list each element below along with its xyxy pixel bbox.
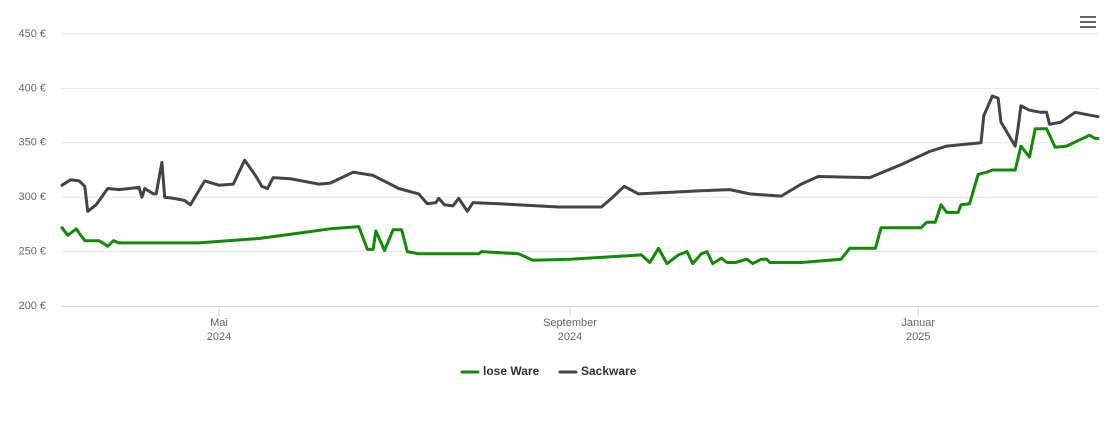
menu-button[interactable] (1080, 16, 1096, 28)
x-tick-label: September (543, 317, 597, 329)
menu-bar (1080, 21, 1096, 23)
x-tick-label: Januar (901, 317, 935, 329)
legend-item[interactable]: Sackware (558, 364, 637, 378)
x-tick-label: Mai (210, 317, 228, 329)
y-tick-label: 300 € (18, 191, 46, 203)
y-tick-label: 250 € (18, 246, 46, 258)
y-tick-label: 400 € (18, 82, 46, 94)
y-tick-label: 350 € (18, 137, 46, 149)
menu-bar (1080, 26, 1096, 28)
x-tick-sublabel: 2024 (207, 331, 231, 343)
menu-bar (1080, 16, 1096, 18)
y-tick-label: 200 € (18, 300, 46, 312)
legend-item[interactable]: lose Ware (460, 364, 540, 378)
legend-label: lose Ware (483, 364, 540, 378)
x-tick-sublabel: 2024 (558, 331, 582, 343)
y-tick-label: 450 € (18, 28, 46, 40)
legend-label: Sackware (581, 364, 637, 378)
line (60, 94, 1100, 213)
x-tick-sublabel: 2025 (906, 331, 930, 343)
line (60, 127, 1100, 266)
